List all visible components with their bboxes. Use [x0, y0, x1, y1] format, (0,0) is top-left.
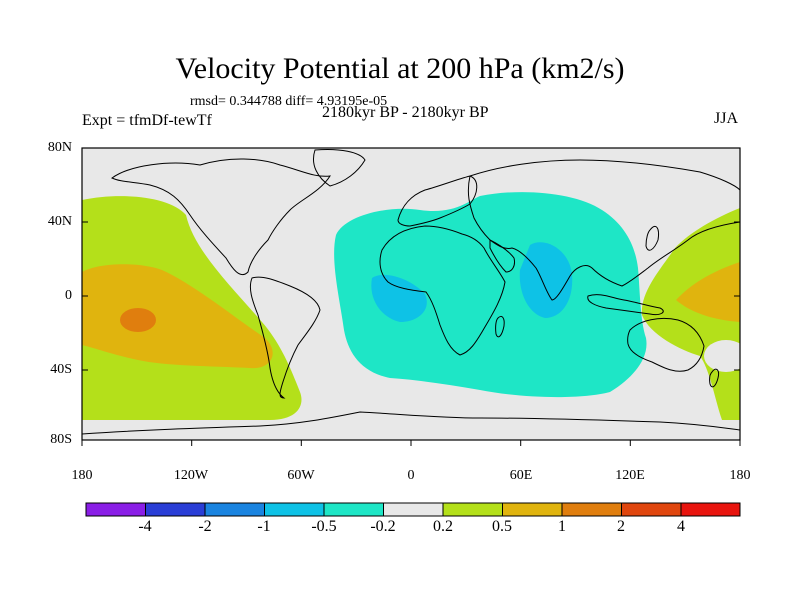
colorbar-label: -4: [138, 518, 152, 535]
colorbar-label: 4: [677, 518, 685, 535]
coast-north-america: [111, 158, 331, 276]
coast-australia: [627, 317, 705, 372]
region-pacific-core: [120, 308, 156, 332]
x-label-0: 0: [407, 468, 415, 483]
y-label-40s: 40S: [50, 362, 72, 377]
coast-antarctica: [82, 411, 740, 435]
region-indian-ocean-core-west: [371, 274, 427, 322]
coast-madagascar: [495, 315, 505, 338]
y-ticks: [82, 147, 740, 441]
coast-japan: [645, 225, 659, 251]
colorbar-swatch: [621, 502, 682, 517]
colorbar-swatch: [561, 502, 622, 517]
colorbar-label: -1: [257, 518, 271, 535]
region-pacific-center: [82, 264, 273, 369]
y-label-0: 0: [65, 288, 72, 303]
experiment-label: Expt = tfmDf-tewTf: [82, 112, 212, 129]
x-label-60w: 60W: [287, 468, 315, 483]
x-label-120w: 120W: [173, 468, 209, 483]
colorbar-swatch: [204, 502, 265, 517]
colorbar-label: 0.5: [492, 518, 512, 535]
y-label-80n: 80N: [47, 140, 72, 155]
coast-greenland: [313, 149, 366, 187]
coast-africa: [379, 225, 506, 356]
colorbar-swatch: [502, 502, 563, 517]
colorbar-swatch: [264, 502, 325, 517]
coast-asia: [467, 159, 740, 301]
coast-maritime-continent: [587, 294, 664, 315]
colorbar-label: 1: [558, 518, 566, 535]
x-label-180e: 180: [729, 468, 751, 483]
x-ticks: [81, 440, 741, 446]
x-label-60e: 60E: [509, 468, 533, 483]
colorbar-label: 0.2: [433, 518, 453, 535]
colorbar: [85, 502, 741, 517]
colorbar-label: 2: [617, 518, 625, 535]
region-west-pacific-center: [676, 262, 740, 322]
coast-new-zealand: [709, 368, 719, 388]
coast-arabia: [489, 239, 515, 273]
region-west-pacific-gap: [704, 340, 740, 372]
y-label-40n: 40N: [47, 214, 72, 229]
colorbar-swatch: [442, 502, 503, 517]
region-indian-ocean-core-east: [519, 242, 573, 318]
colorbar-label: -0.2: [370, 518, 396, 535]
y-label-80s: 80S: [50, 432, 72, 447]
statistics-line: rmsd= 0.344788 diff= 4.93195e-05: [190, 94, 388, 109]
colorbar-swatch: [383, 502, 444, 517]
period-label: 2180kyr BP - 2180kyr BP: [322, 104, 489, 121]
colorbar-label: -2: [198, 518, 212, 535]
colorbar-swatch: [85, 502, 146, 517]
colorbar-label: -0.5: [311, 518, 337, 535]
colorbar-swatch: [145, 502, 206, 517]
region-indian-ocean-negative: [334, 192, 647, 398]
colorbar-swatch: [680, 502, 741, 517]
x-label-120e: 120E: [615, 468, 645, 483]
coastlines: [82, 149, 740, 435]
season-label: JJA: [714, 110, 739, 127]
colorbar-swatch: [323, 502, 384, 517]
figure-title: Velocity Potential at 200 hPa (km2/s): [175, 52, 625, 85]
coast-south-america: [249, 276, 321, 399]
x-label-180w: 180: [71, 468, 93, 483]
